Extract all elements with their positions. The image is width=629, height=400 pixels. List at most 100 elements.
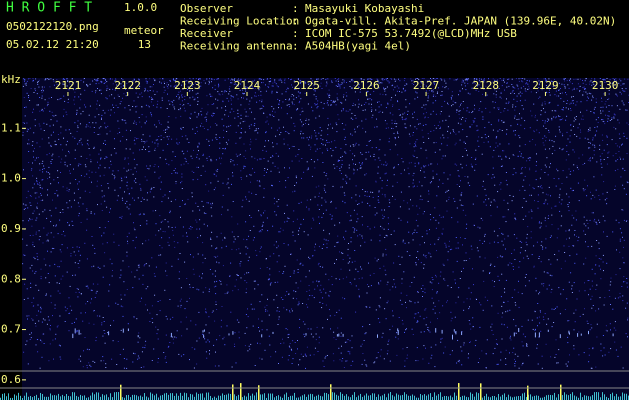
noise-dot bbox=[554, 110, 556, 112]
noise-dot bbox=[479, 81, 481, 83]
noise-dot bbox=[77, 125, 79, 127]
noise-dot bbox=[432, 78, 434, 79]
noise-dot bbox=[250, 138, 251, 140]
noise-dot bbox=[491, 305, 493, 307]
noise-dot bbox=[122, 199, 124, 201]
noise-dot bbox=[408, 186, 410, 188]
noise-dot bbox=[251, 156, 253, 158]
noise-dot bbox=[386, 163, 388, 165]
noise-dot bbox=[372, 191, 374, 193]
noise-dot bbox=[547, 218, 549, 219]
noise-dot bbox=[300, 133, 301, 135]
noise-dot bbox=[450, 97, 452, 98]
noise-dot bbox=[206, 95, 208, 97]
noise-dot bbox=[567, 138, 569, 140]
noise-dot bbox=[205, 213, 207, 214]
noise-dot bbox=[44, 79, 46, 81]
noise-dot bbox=[342, 79, 344, 81]
noise-dot bbox=[208, 140, 210, 142]
noise-dot bbox=[539, 322, 541, 324]
noise-dot bbox=[369, 98, 371, 100]
noise-dot bbox=[412, 154, 414, 156]
noise-dot bbox=[131, 271, 133, 273]
noise-dot bbox=[122, 306, 124, 308]
noise-dot bbox=[108, 187, 110, 189]
noise-dot bbox=[354, 278, 356, 280]
noise-dot bbox=[619, 296, 621, 298]
noise-dot bbox=[525, 90, 527, 92]
noise-dot bbox=[448, 189, 450, 191]
noise-dot bbox=[479, 358, 480, 360]
noise-dot bbox=[293, 122, 295, 124]
noise-dot bbox=[422, 88, 424, 90]
noise-dot bbox=[122, 315, 124, 317]
noise-dot bbox=[545, 140, 547, 142]
noise-dot bbox=[461, 364, 463, 366]
noise-dot bbox=[514, 363, 516, 364]
noise-dot bbox=[608, 98, 610, 100]
noise-dot bbox=[549, 89, 550, 91]
noise-dot bbox=[181, 176, 183, 178]
noise-dot bbox=[65, 144, 67, 146]
noise-dot bbox=[287, 244, 289, 246]
noise-dot bbox=[389, 202, 391, 204]
noise-dot bbox=[606, 135, 608, 137]
noise-dot bbox=[127, 157, 129, 159]
noise-dot bbox=[30, 282, 32, 284]
noise-dot bbox=[609, 120, 611, 121]
noise-dot bbox=[303, 218, 304, 220]
noise-dot bbox=[430, 357, 432, 359]
noise-dot bbox=[114, 138, 115, 140]
noise-dot bbox=[443, 172, 445, 174]
noise-dot bbox=[414, 162, 416, 164]
noise-dot bbox=[38, 196, 40, 198]
noise-dot bbox=[319, 289, 321, 291]
noise-dot bbox=[404, 126, 406, 128]
noise-dot bbox=[175, 117, 177, 119]
noise-dot bbox=[30, 219, 32, 221]
noise-dot bbox=[333, 100, 335, 102]
noise-dot bbox=[415, 78, 416, 80]
noise-dot bbox=[573, 78, 575, 80]
noise-dot bbox=[380, 225, 382, 227]
noise-dot bbox=[53, 131, 54, 133]
noise-dot bbox=[244, 131, 246, 133]
noise-dot bbox=[603, 347, 605, 349]
noise-dot bbox=[68, 190, 70, 192]
noise-dot bbox=[32, 111, 34, 113]
noise-dot bbox=[172, 229, 174, 231]
noise-dot bbox=[113, 97, 115, 99]
noise-dot bbox=[43, 122, 45, 124]
noise-dot bbox=[436, 173, 438, 175]
noise-dot bbox=[213, 286, 215, 288]
noise-dot bbox=[545, 193, 547, 195]
noise-dot bbox=[184, 308, 186, 310]
noise-dot bbox=[149, 90, 151, 91]
noise-dot bbox=[311, 295, 313, 297]
noise-dot bbox=[451, 105, 452, 107]
noise-dot bbox=[223, 91, 225, 93]
noise-dot bbox=[197, 145, 199, 147]
noise-dot bbox=[390, 78, 392, 79]
noise-dot bbox=[430, 113, 432, 115]
noise-dot bbox=[573, 245, 575, 247]
noise-dot bbox=[418, 162, 420, 164]
noise-dot bbox=[271, 85, 273, 87]
noise-dot bbox=[418, 259, 419, 261]
noise-dot bbox=[122, 136, 124, 137]
noise-dot bbox=[228, 100, 230, 102]
noise-dot bbox=[435, 127, 437, 129]
noise-dot bbox=[134, 229, 136, 231]
noise-dot bbox=[41, 90, 43, 92]
noise-dot bbox=[493, 107, 495, 109]
noise-dot bbox=[344, 194, 346, 196]
noise-dot bbox=[473, 82, 475, 84]
noise-dot bbox=[350, 81, 352, 83]
noise-dot bbox=[514, 289, 516, 291]
noise-dot bbox=[107, 332, 109, 334]
noise-dot bbox=[437, 125, 439, 126]
noise-dot bbox=[44, 99, 46, 101]
noise-dot bbox=[414, 165, 416, 167]
noise-dot bbox=[90, 212, 92, 214]
noise-dot bbox=[260, 79, 262, 80]
